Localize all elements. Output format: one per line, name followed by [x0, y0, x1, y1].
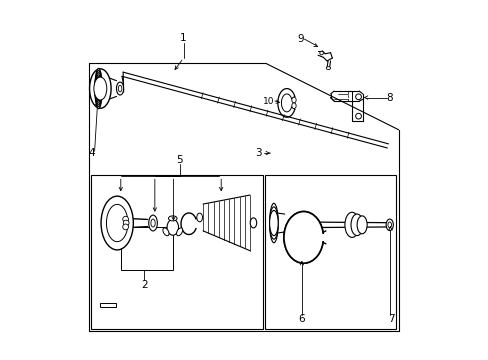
Ellipse shape [319, 51, 323, 55]
Ellipse shape [163, 228, 169, 236]
Bar [100, 303, 116, 307]
Ellipse shape [118, 85, 122, 92]
Ellipse shape [325, 67, 330, 69]
Ellipse shape [291, 103, 296, 109]
Ellipse shape [95, 73, 102, 104]
Text: 9: 9 [297, 34, 304, 44]
Ellipse shape [122, 216, 128, 222]
Ellipse shape [95, 71, 102, 107]
Ellipse shape [148, 215, 157, 231]
Ellipse shape [116, 82, 123, 95]
Ellipse shape [167, 220, 178, 235]
Ellipse shape [387, 222, 391, 228]
Ellipse shape [356, 216, 366, 234]
Ellipse shape [89, 69, 111, 108]
Text: 4: 4 [88, 148, 95, 158]
Ellipse shape [291, 97, 296, 103]
Ellipse shape [284, 212, 323, 263]
Text: 2: 2 [141, 280, 147, 290]
Ellipse shape [196, 213, 202, 222]
Ellipse shape [386, 219, 392, 230]
Text: 7: 7 [387, 314, 394, 324]
Text: 8: 8 [386, 93, 392, 103]
Ellipse shape [289, 219, 317, 256]
Ellipse shape [94, 77, 106, 100]
Text: 3: 3 [254, 148, 261, 158]
Text: 10: 10 [263, 96, 274, 105]
Ellipse shape [269, 203, 278, 243]
Ellipse shape [176, 228, 183, 236]
Ellipse shape [284, 212, 323, 263]
Ellipse shape [95, 77, 102, 100]
Ellipse shape [250, 218, 256, 228]
Ellipse shape [355, 113, 361, 119]
Ellipse shape [95, 75, 102, 102]
Ellipse shape [122, 224, 128, 230]
Ellipse shape [95, 68, 102, 109]
Text: 5: 5 [176, 155, 183, 165]
Bar [91, 175, 263, 329]
Ellipse shape [168, 216, 177, 221]
Ellipse shape [344, 212, 359, 237]
Ellipse shape [106, 204, 128, 242]
Ellipse shape [355, 94, 361, 100]
Text: 6: 6 [298, 314, 305, 324]
Ellipse shape [123, 220, 129, 226]
Bar [264, 175, 395, 329]
Ellipse shape [350, 214, 363, 235]
Bar [317, 234, 325, 241]
Ellipse shape [101, 196, 133, 250]
Ellipse shape [269, 211, 278, 235]
Ellipse shape [269, 207, 278, 239]
Ellipse shape [151, 219, 155, 227]
Text: 1: 1 [180, 33, 186, 43]
Bar [121, 227, 172, 270]
